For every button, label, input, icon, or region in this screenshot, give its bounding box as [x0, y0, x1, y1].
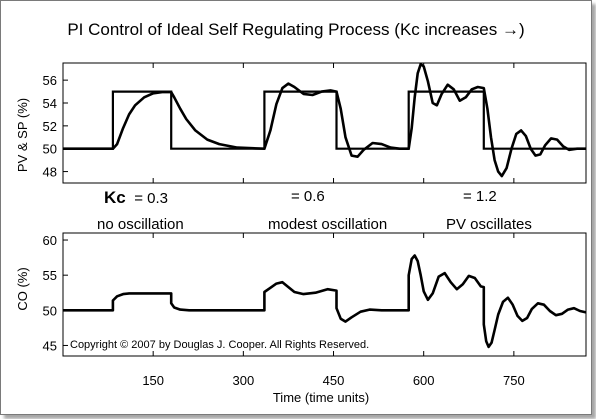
- pv_sp-ytick-label-1: 50: [43, 142, 57, 157]
- description-1: no oscillation: [97, 216, 184, 233]
- pv-sp-panel: 48 50 52 54 56: [43, 62, 587, 184]
- co-line: [63, 254, 587, 349]
- description-2: modest oscillation: [268, 216, 387, 233]
- co-ytick-label-1: 50: [43, 303, 57, 318]
- kc-value-2: = 0.6: [291, 188, 325, 205]
- x-tick-label-2: 450: [323, 373, 345, 388]
- x-tick-label-4: 750: [503, 373, 525, 388]
- kc-value-3: = 1.2: [463, 188, 497, 205]
- pv-sp-axis-title: PV & SP (%): [15, 98, 30, 172]
- x-tick-label-1: 300: [232, 373, 254, 388]
- x-tick-label-0: 150: [142, 373, 164, 388]
- copyright-note: Copyright © 2007 by Douglas J. Cooper. A…: [70, 339, 369, 351]
- co-axis-title: CO (%): [15, 267, 30, 310]
- pv_sp-ytick-label-4: 56: [43, 73, 57, 88]
- x-tick-label-3: 600: [413, 373, 435, 388]
- co-ytick-label-3: 60: [43, 233, 57, 248]
- kc-value-1: = 0.3: [134, 190, 168, 207]
- pv_sp-frame: [62, 62, 587, 184]
- co-panel: 45 50 55 60: [43, 232, 587, 357]
- chart-canvas: PI Control of Ideal Self Regulating Proc…: [15, 20, 587, 405]
- co-frame: [62, 232, 587, 357]
- kc-symbol: Kc: [104, 188, 126, 207]
- chart-title: PI Control of Ideal Self Regulating Proc…: [67, 20, 524, 39]
- pv_sp-ytick-label-2: 52: [43, 119, 57, 134]
- pv_sp-ytick-label-3: 54: [43, 96, 57, 111]
- description-3: PV oscillates: [446, 216, 532, 233]
- pv-line: [63, 62, 586, 178]
- pv_sp-ytick-label-0: 48: [43, 165, 57, 180]
- co-ytick-label-2: 55: [43, 268, 57, 283]
- co-ytick-label-0: 45: [43, 338, 57, 353]
- x-axis-title: Time (time units): [273, 390, 369, 405]
- kc-annotation-1: Kc = 0.3: [104, 188, 168, 207]
- x-axis: 150 300 450 600 750: [142, 373, 524, 388]
